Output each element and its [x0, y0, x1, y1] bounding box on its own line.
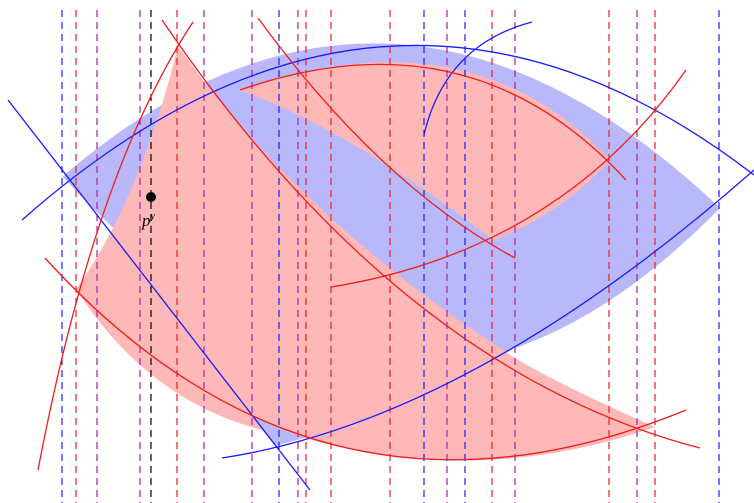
blue-lower-arc	[221, 169, 754, 459]
point-p-label: py	[141, 211, 156, 230]
point-p-marker	[146, 192, 156, 202]
point-p-label-main: p	[141, 211, 151, 230]
red-lens-region	[240, 62, 610, 240]
red-lower-arc	[44, 257, 687, 461]
blue-short-arc	[423, 21, 533, 136]
red-upper-arc	[239, 63, 627, 181]
red-long-descending-arc	[161, 19, 701, 449]
blue-corner-region	[252, 417, 304, 446]
point-p-label-superscript: y	[150, 211, 156, 222]
red-steep-arc	[37, 21, 194, 471]
red-rising-arc	[330, 69, 687, 288]
sweep-lines	[61, 10, 720, 503]
blue-upper-arc	[21, 44, 754, 221]
blue-curves	[7, 21, 754, 491]
red-inner-descending-arc	[257, 17, 516, 259]
red-curves	[37, 17, 701, 471]
red-wedge-region	[76, 46, 655, 461]
blue-diagonal-line	[7, 99, 311, 491]
